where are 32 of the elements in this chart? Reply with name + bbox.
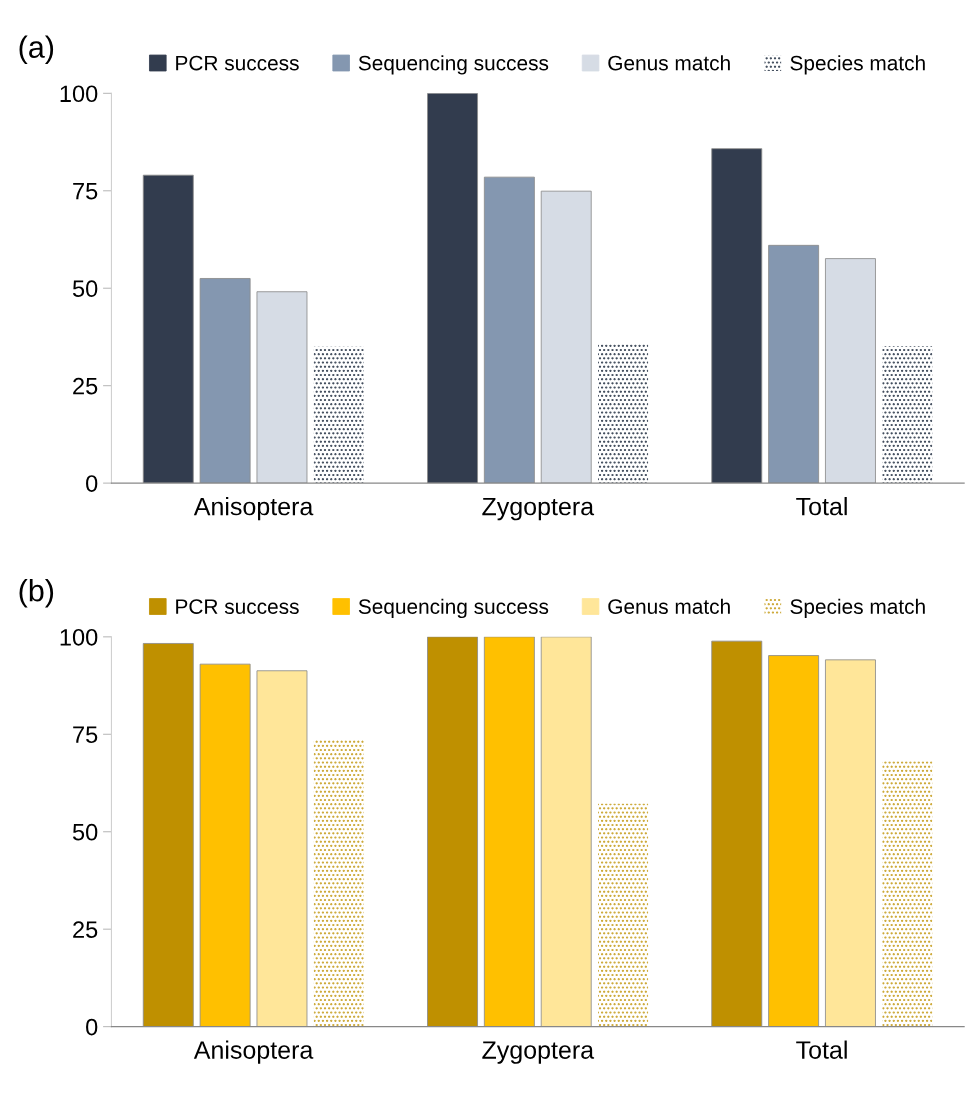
bar bbox=[882, 761, 933, 1027]
x-tick-label: Total bbox=[796, 497, 847, 516]
legend-label: Species match bbox=[790, 598, 925, 619]
y-tick-label: 0 bbox=[86, 475, 98, 492]
chart-title: (a) bbox=[19, 35, 54, 65]
y-tick-label: 25 bbox=[73, 921, 98, 938]
legend-label: Genus match bbox=[608, 55, 730, 71]
y-tick-label: 100 bbox=[60, 85, 98, 103]
bar bbox=[598, 343, 649, 484]
x-tick-label: Zygoptera bbox=[482, 1041, 595, 1064]
y-tick-label: 75 bbox=[73, 726, 98, 744]
y-tick-label: 50 bbox=[72, 823, 98, 841]
y-tick-label: 25 bbox=[73, 377, 98, 395]
bar bbox=[882, 346, 933, 484]
x-tick-label: Total bbox=[796, 1040, 847, 1059]
x-tick-label: Zygoptera bbox=[482, 497, 595, 521]
legend-label: Sequencing success bbox=[358, 598, 549, 619]
bar bbox=[313, 739, 364, 1027]
x-tick-label: Anisoptera bbox=[193, 497, 314, 521]
y-tick-label: 50 bbox=[72, 280, 98, 298]
legend-label: Genus match bbox=[608, 598, 730, 614]
bar bbox=[313, 346, 364, 484]
y-tick-label: 100 bbox=[60, 628, 98, 646]
legend-label: PCR success bbox=[176, 599, 299, 614]
x-tick-label: Anisoptera bbox=[193, 1040, 314, 1064]
legend-label: Species match bbox=[790, 55, 925, 75]
legend-label: PCR success bbox=[176, 55, 299, 71]
chart-title: (b) bbox=[19, 579, 54, 608]
bar bbox=[598, 803, 649, 1027]
y-tick-label: 0 bbox=[86, 1018, 98, 1036]
legend-label: Sequencing success bbox=[358, 55, 549, 75]
y-tick-label: 75 bbox=[73, 183, 98, 200]
